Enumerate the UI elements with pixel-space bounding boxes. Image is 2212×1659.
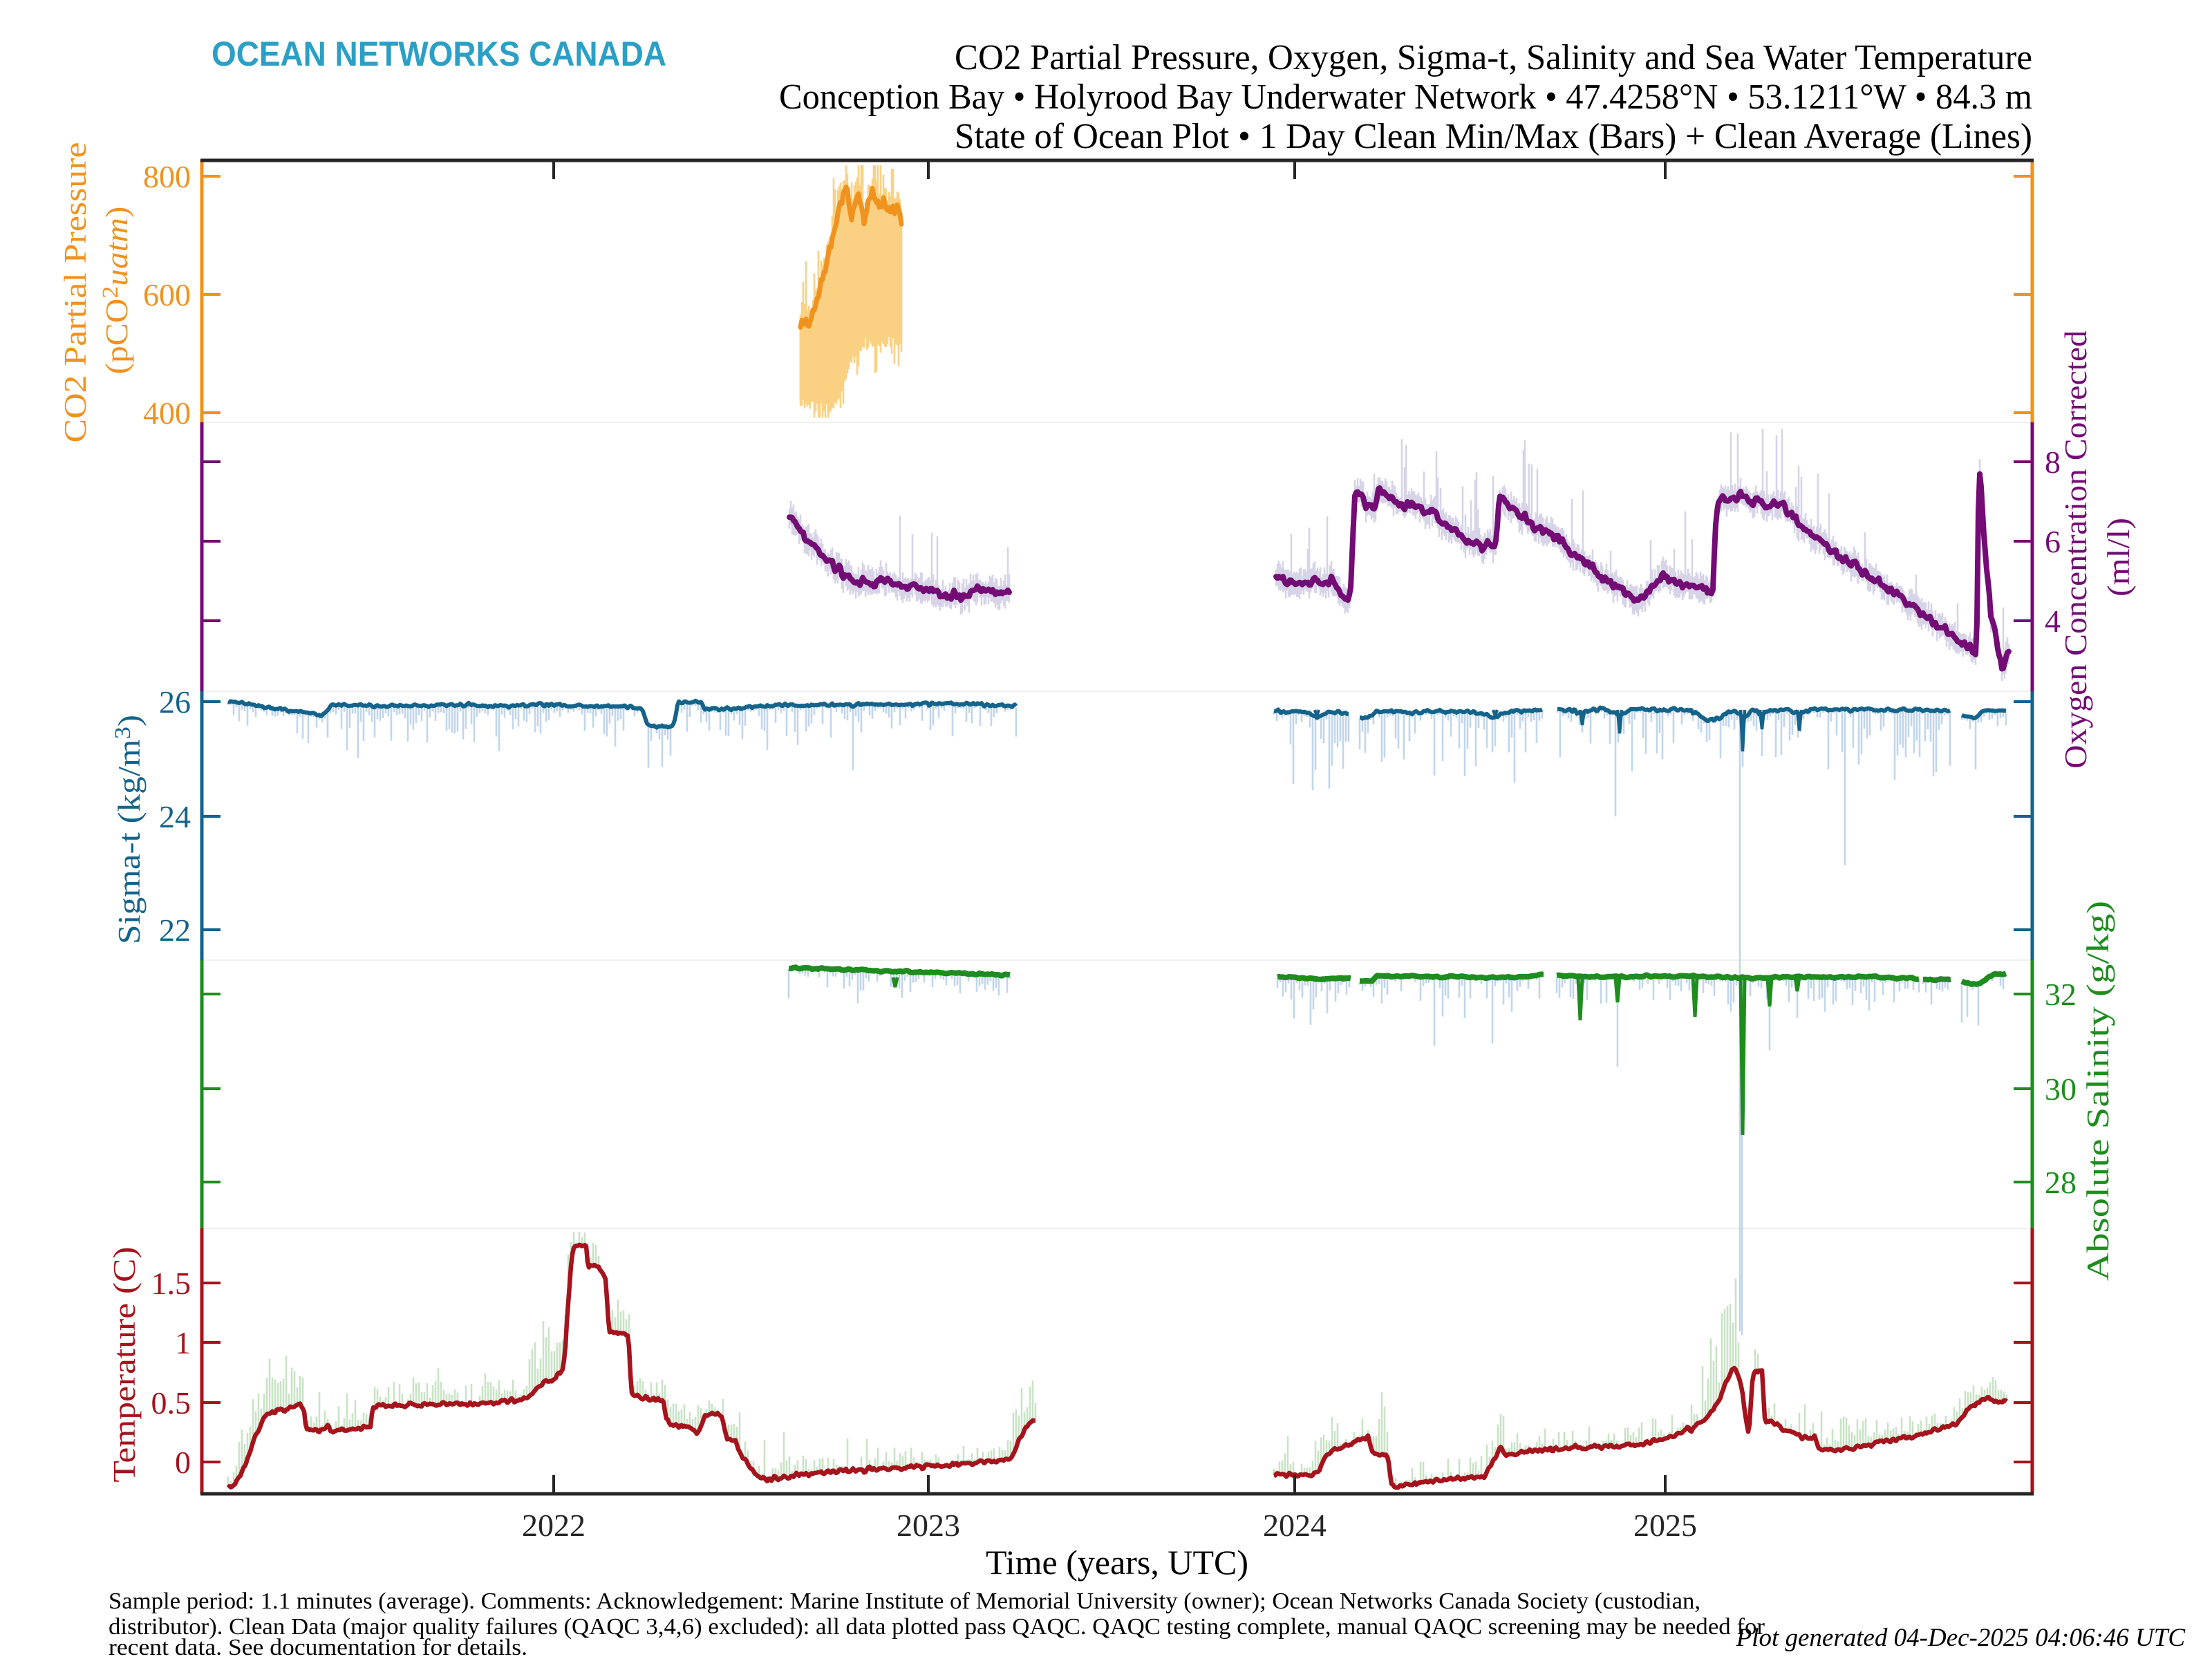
svg-text:32: 32 — [2045, 977, 2077, 1012]
svg-text:2024: 2024 — [1263, 1508, 1327, 1543]
svg-text:Sample period: 1.1 minutes (av: Sample period: 1.1 minutes (average). Co… — [109, 1588, 1700, 1614]
svg-text:8: 8 — [2045, 444, 2061, 480]
svg-text:Absolute Salinity (g/kg): Absolute Salinity (g/kg) — [2080, 901, 2115, 1281]
svg-text:distributor). Clean Data (majo: distributor). Clean Data (major quality … — [109, 1614, 1765, 1640]
svg-text:(ml/l): (ml/l) — [2101, 518, 2136, 597]
svg-text:28: 28 — [2045, 1165, 2077, 1200]
svg-text:0.5: 0.5 — [151, 1385, 191, 1421]
svg-text:2023: 2023 — [897, 1508, 960, 1543]
svg-text:1.5: 1.5 — [151, 1266, 191, 1301]
svg-text:Oxygen Concentration Corrected: Oxygen Concentration Corrected — [2058, 330, 2093, 769]
svg-text:Temperature (C): Temperature (C) — [106, 1247, 142, 1483]
svg-text:OCEAN NETWORKS CANADA: OCEAN NETWORKS CANADA — [212, 35, 666, 73]
svg-text:(pCO2uatm): (pCO2uatm) — [98, 207, 134, 375]
svg-text:State of Ocean Plot • 1 Day Cl: State of Ocean Plot • 1 Day Clean Min/Ma… — [955, 117, 2032, 156]
svg-text:30: 30 — [2045, 1071, 2077, 1107]
svg-text:CO2 Partial Pressure, Oxygen,: CO2 Partial Pressure, Oxygen, Sigma-t, S… — [955, 38, 2032, 77]
svg-text:26: 26 — [159, 684, 191, 720]
svg-text:CO2 Partial Pressure: CO2 Partial Pressure — [57, 142, 93, 443]
svg-text:2025: 2025 — [1633, 1508, 1697, 1543]
svg-text:Conception Bay • Holyrood Bay: Conception Bay • Holyrood Bay Underwater… — [779, 77, 2032, 117]
svg-text:Sigma-t (kg/m3): Sigma-t (kg/m3) — [111, 715, 147, 944]
svg-text:1: 1 — [175, 1325, 191, 1360]
svg-text:24: 24 — [159, 799, 191, 834]
svg-text:6: 6 — [2045, 524, 2061, 559]
svg-text:Time (years, UTC): Time (years, UTC) — [986, 1543, 1248, 1582]
svg-text:2022: 2022 — [522, 1508, 585, 1543]
svg-text:4: 4 — [2045, 603, 2061, 639]
svg-text:600: 600 — [143, 277, 191, 312]
svg-text:22: 22 — [159, 912, 191, 948]
svg-text:400: 400 — [143, 395, 191, 431]
svg-text:800: 800 — [143, 159, 191, 194]
svg-text:Plot generated 04-Dec-2025 04:: Plot generated 04-Dec-2025 04:06:46 UTC — [1736, 1624, 2186, 1652]
svg-text:recent data. See documentation: recent data. See documentation for detai… — [109, 1635, 527, 1659]
svg-text:0: 0 — [175, 1445, 191, 1480]
